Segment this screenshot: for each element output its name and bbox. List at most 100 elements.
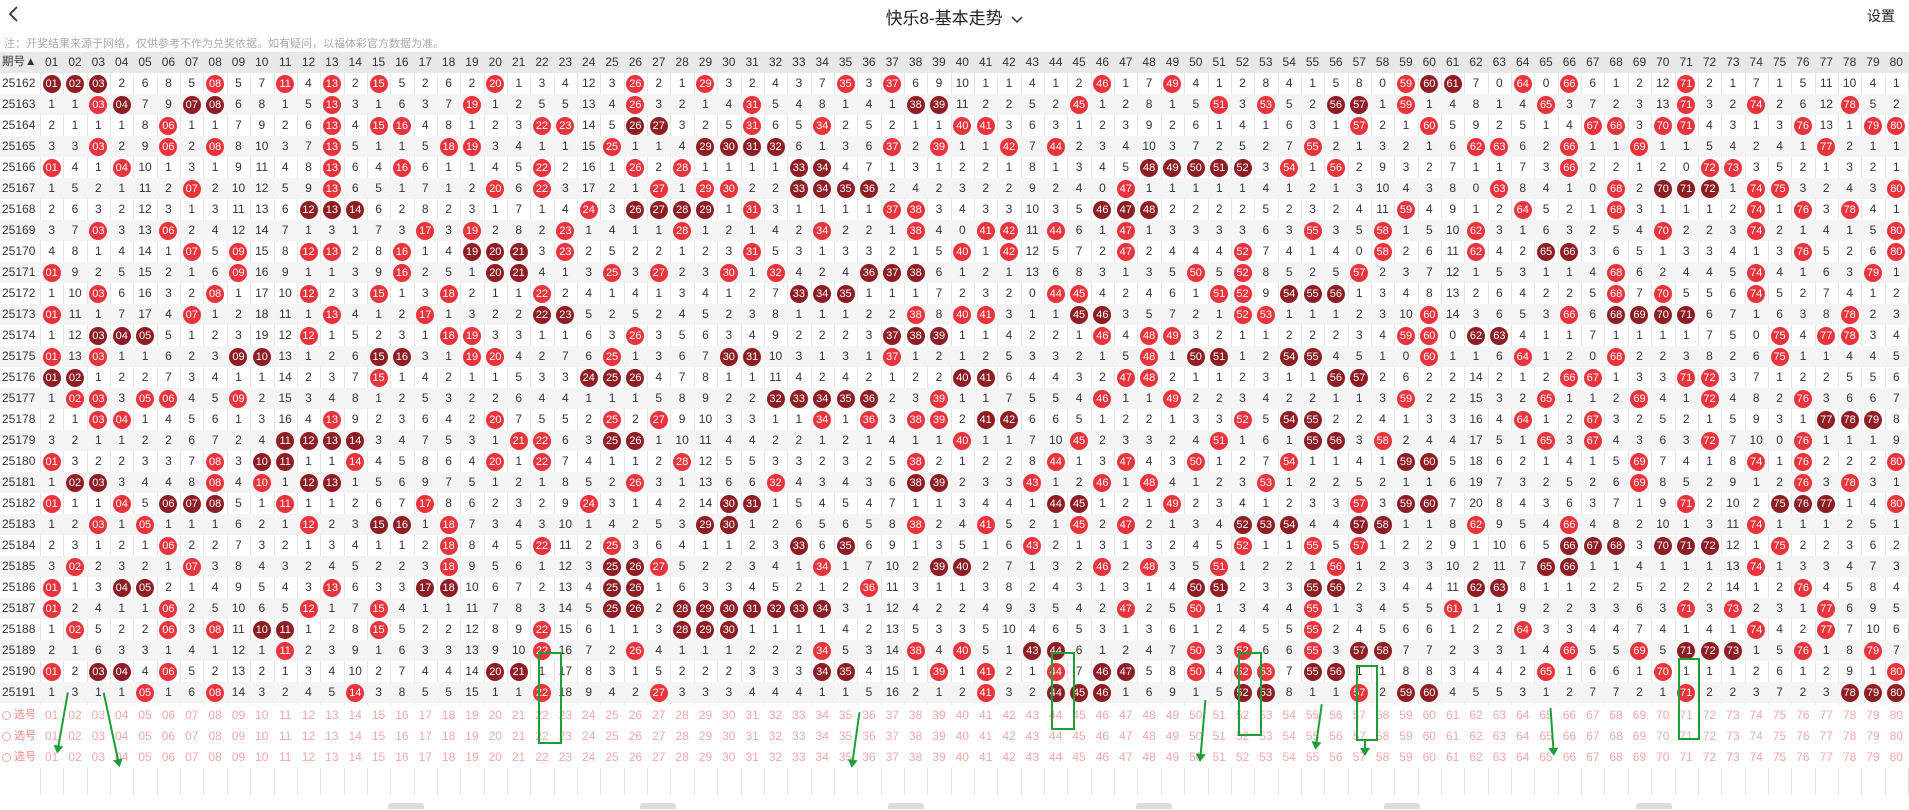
pick-number[interactable]: 44 <box>1049 729 1063 743</box>
pick-number[interactable]: 32 <box>768 729 783 743</box>
pick-number[interactable]: 34 <box>815 729 829 743</box>
pick-number[interactable]: 25 <box>605 750 619 764</box>
toolbar-tab-5[interactable] <box>1384 803 1420 809</box>
pick-number[interactable]: 69 <box>1632 750 1647 764</box>
toolbar-tab-3[interactable] <box>888 803 924 809</box>
pick-number[interactable]: 77 <box>1819 750 1833 764</box>
pick-number[interactable]: 27 <box>652 750 666 764</box>
pick-number[interactable]: 53 <box>1259 708 1273 722</box>
pick-number[interactable]: 46 <box>1095 750 1110 764</box>
pick-number[interactable]: 64 <box>1516 729 1530 743</box>
pick-number[interactable]: 69 <box>1632 708 1647 722</box>
pick-number[interactable]: 25 <box>605 729 619 743</box>
pick-number[interactable]: 54 <box>1282 729 1296 743</box>
pick-number[interactable]: 72 <box>1702 750 1717 764</box>
pick-number[interactable]: 10 <box>255 729 269 743</box>
pick-number[interactable]: 08 <box>208 708 222 722</box>
pick-number[interactable]: 58 <box>1375 708 1390 722</box>
pick-number[interactable]: 09 <box>231 750 246 764</box>
pick-number[interactable]: 37 <box>885 729 899 743</box>
pick-number[interactable]: 28 <box>675 750 689 764</box>
pick-number[interactable]: 74 <box>1749 750 1763 764</box>
pick-number[interactable]: 25 <box>605 708 619 722</box>
pick-number[interactable]: 45 <box>1072 729 1086 743</box>
pick-number[interactable]: 36 <box>862 750 876 764</box>
pick-number[interactable]: 09 <box>231 708 246 722</box>
pick-number[interactable]: 51 <box>1212 729 1226 743</box>
radio-icon[interactable] <box>2 752 11 762</box>
pick-number[interactable]: 45 <box>1072 708 1086 722</box>
pick-number[interactable]: 49 <box>1165 729 1180 743</box>
pick-number[interactable]: 58 <box>1375 750 1390 764</box>
pick-number[interactable]: 17 <box>418 729 432 743</box>
pick-number[interactable]: 42 <box>1002 729 1016 743</box>
pick-number[interactable]: 01 <box>44 750 59 764</box>
pick-number[interactable]: 39 <box>932 729 946 743</box>
pick-number[interactable]: 68 <box>1609 729 1623 743</box>
pick-number[interactable]: 15 <box>371 729 386 743</box>
pick-number[interactable]: 76 <box>1796 729 1810 743</box>
pick-number[interactable]: 77 <box>1819 729 1833 743</box>
pick-number[interactable]: 07 <box>185 750 199 764</box>
pick-number[interactable]: 20 <box>488 708 502 722</box>
pick-number[interactable]: 41 <box>978 708 993 722</box>
pick-number[interactable]: 18 <box>441 729 456 743</box>
pick-number[interactable]: 68 <box>1609 708 1623 722</box>
pick-number[interactable]: 07 <box>185 729 199 743</box>
pick-number[interactable]: 54 <box>1282 750 1296 764</box>
pick-number[interactable]: 04 <box>115 708 129 722</box>
pick-number[interactable]: 79 <box>1866 729 1880 743</box>
pick-number[interactable]: 13 <box>325 750 339 764</box>
pick-number[interactable]: 18 <box>441 750 456 764</box>
pick-number[interactable]: 23 <box>558 750 573 764</box>
pick-number[interactable]: 78 <box>1842 729 1857 743</box>
pick-number[interactable]: 38 <box>908 729 923 743</box>
pick-number[interactable]: 61 <box>1445 729 1460 743</box>
toolbar-tab-2[interactable] <box>640 803 676 809</box>
pick-number[interactable]: 43 <box>1025 729 1040 743</box>
pick-number[interactable]: 07 <box>185 708 199 722</box>
pick-number[interactable]: 30 <box>722 750 736 764</box>
pick-number[interactable]: 64 <box>1516 750 1530 764</box>
pick-number[interactable]: 53 <box>1259 750 1273 764</box>
pick-number[interactable]: 39 <box>932 750 946 764</box>
pick-number[interactable]: 28 <box>675 729 689 743</box>
pick-number[interactable]: 06 <box>161 750 176 764</box>
pick-number[interactable]: 29 <box>698 729 713 743</box>
pick-number[interactable]: 01 <box>44 729 59 743</box>
pick-number[interactable]: 46 <box>1095 729 1110 743</box>
pick-number[interactable]: 78 <box>1842 708 1857 722</box>
pick-number[interactable]: 08 <box>208 729 222 743</box>
toolbar-tab-4[interactable] <box>1136 803 1172 809</box>
pick-number[interactable]: 23 <box>558 708 573 722</box>
pick-number[interactable]: 74 <box>1749 708 1763 722</box>
pick-number[interactable]: 21 <box>511 708 526 722</box>
pick-number[interactable]: 34 <box>815 750 829 764</box>
pick-number[interactable]: 19 <box>465 750 479 764</box>
pick-number[interactable]: 79 <box>1866 750 1880 764</box>
pick-number[interactable]: 41 <box>978 750 993 764</box>
pick-number[interactable]: 36 <box>862 708 876 722</box>
pick-number[interactable]: 51 <box>1212 708 1226 722</box>
pick-number[interactable]: 08 <box>208 750 222 764</box>
pick-number[interactable]: 46 <box>1095 708 1110 722</box>
pick-number[interactable]: 36 <box>862 729 876 743</box>
pick-number[interactable]: 02 <box>68 708 82 722</box>
pick-number[interactable]: 16 <box>395 729 409 743</box>
pick-number[interactable]: 60 <box>1422 750 1436 764</box>
pick-number[interactable]: 80 <box>1889 729 1903 743</box>
pick-number[interactable]: 01 <box>44 708 59 722</box>
pick-number[interactable]: 29 <box>698 708 713 722</box>
pick-number[interactable]: 13 <box>325 708 339 722</box>
pick-number[interactable]: 71 <box>1679 750 1693 764</box>
pick-number[interactable]: 66 <box>1562 708 1577 722</box>
pick-number[interactable]: 21 <box>511 729 526 743</box>
settings-button[interactable]: 设置 <box>1867 8 1895 24</box>
pick-number[interactable]: 60 <box>1422 708 1436 722</box>
pick-number[interactable]: 24 <box>582 750 596 764</box>
pick-number[interactable]: 15 <box>371 708 386 722</box>
pick-number[interactable]: 59 <box>1399 750 1413 764</box>
pick-number[interactable]: 29 <box>698 750 713 764</box>
pick-number[interactable]: 78 <box>1842 750 1857 764</box>
pick-number[interactable]: 56 <box>1329 750 1343 764</box>
